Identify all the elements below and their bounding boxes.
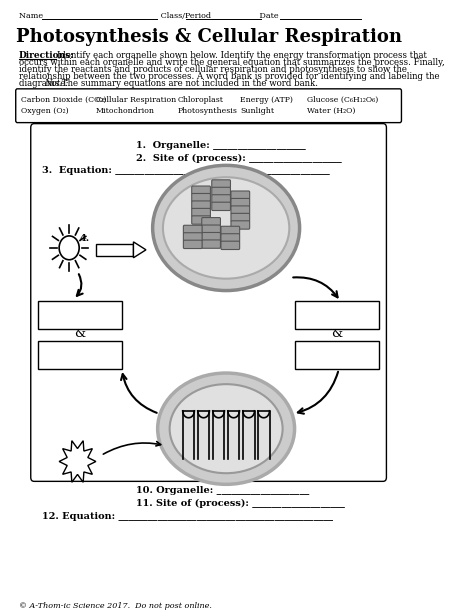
Text: 2.  Site of (process): ___________________: 2. Site of (process): __________________… bbox=[136, 153, 342, 162]
Text: 6.: 6. bbox=[298, 346, 309, 355]
FancyBboxPatch shape bbox=[191, 201, 210, 209]
Text: The summary equations are not included in the word bank.: The summary equations are not included i… bbox=[59, 79, 318, 88]
Text: identify the reactants and products of cellular respiration and photosynthesis t: identify the reactants and products of c… bbox=[19, 65, 407, 74]
FancyBboxPatch shape bbox=[221, 234, 240, 242]
FancyBboxPatch shape bbox=[212, 180, 230, 188]
FancyBboxPatch shape bbox=[212, 202, 230, 210]
FancyBboxPatch shape bbox=[221, 226, 240, 235]
FancyBboxPatch shape bbox=[231, 191, 250, 199]
Text: Carbon Dioxide (CO₂): Carbon Dioxide (CO₂) bbox=[21, 96, 106, 104]
FancyBboxPatch shape bbox=[295, 341, 379, 369]
Text: © A-Thom-ic Science 2017.  Do not post online.: © A-Thom-ic Science 2017. Do not post on… bbox=[19, 601, 212, 609]
Text: Directions:: Directions: bbox=[19, 51, 75, 60]
Text: 10. Organelle: ___________________: 10. Organelle: ___________________ bbox=[136, 486, 309, 495]
FancyBboxPatch shape bbox=[202, 240, 220, 248]
Text: 8.: 8. bbox=[41, 346, 52, 355]
FancyBboxPatch shape bbox=[231, 213, 250, 222]
Text: 9.: 9. bbox=[64, 460, 75, 468]
FancyBboxPatch shape bbox=[231, 221, 250, 229]
Text: Mitochondrion: Mitochondrion bbox=[96, 107, 155, 115]
Text: 4.: 4. bbox=[79, 234, 89, 243]
FancyBboxPatch shape bbox=[183, 225, 202, 234]
FancyBboxPatch shape bbox=[202, 225, 220, 234]
Polygon shape bbox=[134, 242, 146, 258]
FancyBboxPatch shape bbox=[183, 240, 202, 248]
Ellipse shape bbox=[158, 373, 294, 484]
FancyBboxPatch shape bbox=[212, 187, 230, 196]
Text: Identify each organelle shown below. Identify the energy transformation process : Identify each organelle shown below. Ide… bbox=[56, 51, 427, 60]
FancyBboxPatch shape bbox=[38, 302, 122, 329]
Text: Photosynthesis & Cellular Respiration: Photosynthesis & Cellular Respiration bbox=[16, 28, 401, 46]
FancyBboxPatch shape bbox=[295, 302, 379, 329]
Text: relationship between the two processes. A word bank is provided for identifying : relationship between the two processes. … bbox=[19, 72, 440, 81]
FancyBboxPatch shape bbox=[38, 341, 122, 369]
FancyBboxPatch shape bbox=[231, 199, 250, 207]
Text: Note:: Note: bbox=[44, 79, 68, 88]
FancyBboxPatch shape bbox=[16, 89, 401, 123]
FancyBboxPatch shape bbox=[212, 195, 230, 203]
Text: occurs within each organelle and write the general equation that summarizes the : occurs within each organelle and write t… bbox=[19, 58, 445, 67]
Text: Glucose (C₆H₁₂O₆): Glucose (C₆H₁₂O₆) bbox=[307, 96, 378, 104]
Text: 5.: 5. bbox=[298, 306, 309, 316]
Ellipse shape bbox=[170, 384, 283, 473]
Text: 1.  Organelle: ___________________: 1. Organelle: ___________________ bbox=[136, 140, 306, 150]
Text: Energy (ATP): Energy (ATP) bbox=[240, 96, 293, 104]
FancyBboxPatch shape bbox=[191, 194, 210, 202]
FancyBboxPatch shape bbox=[191, 216, 210, 224]
Text: 12. Equation: ____________________________________________: 12. Equation: __________________________… bbox=[43, 512, 333, 521]
FancyBboxPatch shape bbox=[202, 232, 220, 241]
Ellipse shape bbox=[153, 166, 300, 291]
FancyBboxPatch shape bbox=[96, 244, 134, 256]
FancyBboxPatch shape bbox=[231, 206, 250, 215]
Text: Chloroplast: Chloroplast bbox=[178, 96, 224, 104]
Text: &: & bbox=[332, 327, 343, 340]
Text: Sunlight: Sunlight bbox=[240, 107, 274, 115]
Text: Water (H₂O): Water (H₂O) bbox=[307, 107, 356, 115]
Text: 11. Site of (process): ___________________: 11. Site of (process): _________________… bbox=[136, 499, 345, 508]
Text: Cellular Respiration: Cellular Respiration bbox=[96, 96, 176, 104]
Ellipse shape bbox=[163, 177, 289, 279]
FancyBboxPatch shape bbox=[31, 124, 386, 481]
Text: &: & bbox=[74, 327, 86, 340]
Circle shape bbox=[59, 236, 79, 260]
Text: Photosynthesis: Photosynthesis bbox=[178, 107, 237, 115]
FancyBboxPatch shape bbox=[191, 208, 210, 217]
Text: Oxygen (O₂): Oxygen (O₂) bbox=[21, 107, 68, 115]
Text: diagrams.: diagrams. bbox=[19, 79, 65, 88]
FancyBboxPatch shape bbox=[183, 233, 202, 241]
Text: 3.  Equation: ____________________________________________: 3. Equation: ___________________________… bbox=[43, 166, 330, 175]
FancyBboxPatch shape bbox=[191, 186, 210, 194]
FancyBboxPatch shape bbox=[221, 241, 240, 249]
Text: Name _________________________      Class/Period _________    Date _________: Name _________________________ Class/Per… bbox=[19, 11, 317, 19]
FancyBboxPatch shape bbox=[202, 218, 220, 226]
Text: 7.: 7. bbox=[41, 306, 52, 316]
Polygon shape bbox=[59, 441, 96, 482]
